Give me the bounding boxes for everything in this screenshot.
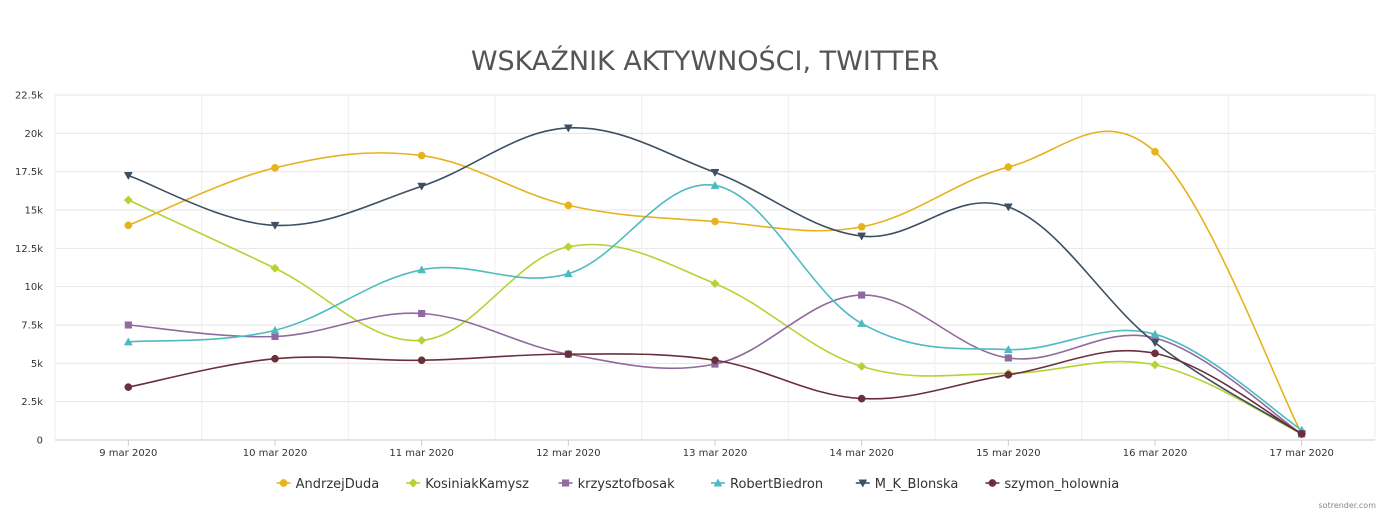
data-point[interactable]	[1150, 339, 1160, 348]
data-point[interactable]	[1004, 354, 1012, 362]
data-point[interactable]	[563, 124, 573, 133]
data-point[interactable]	[710, 168, 720, 177]
legend-item-RobertBiedron[interactable]: RobertBiedron	[711, 477, 823, 492]
data-point[interactable]	[123, 337, 133, 346]
data-point[interactable]	[1150, 360, 1160, 370]
series-RobertBiedron	[123, 180, 1307, 434]
y-tick-label: 0	[37, 436, 43, 447]
legend-item-szymon_holownia[interactable]: szymon_holownia	[985, 477, 1119, 492]
data-point[interactable]	[417, 182, 427, 191]
data-point[interactable]	[270, 325, 280, 334]
y-tick-label: 22.5k	[15, 91, 43, 102]
y-tick-label: 5k	[31, 359, 43, 370]
data-point[interactable]	[564, 201, 573, 210]
data-point[interactable]	[271, 163, 279, 172]
data-point[interactable]	[417, 335, 427, 345]
legend-label: RobertBiedron	[730, 477, 823, 492]
y-tick-label: 12.5k	[15, 244, 43, 255]
data-point[interactable]	[270, 263, 280, 273]
data-point[interactable]	[124, 383, 133, 391]
legend[interactable]: AndrzejDuda KosiniakKamysz krzysztofbosak R…	[276, 477, 1120, 492]
legend-marker[interactable]	[858, 479, 868, 488]
grid	[54, 94, 1376, 441]
legend-label: KosiniakKamysz	[425, 477, 529, 492]
data-point[interactable]	[858, 291, 866, 299]
data-point[interactable]	[711, 217, 719, 226]
data-point[interactable]	[710, 279, 720, 289]
series-line	[128, 294, 1303, 435]
x-tick-label: 17 mar 2020	[1269, 448, 1334, 459]
data-point[interactable]	[123, 195, 133, 205]
legend-label: AndrzejDuda	[296, 477, 380, 492]
x-tick-label: 15 mar 2020	[976, 448, 1041, 459]
data-point[interactable]	[1297, 430, 1306, 438]
x-tick-label: 10 mar 2020	[243, 448, 308, 459]
data-point[interactable]	[857, 394, 866, 403]
data-point[interactable]	[1004, 163, 1013, 171]
legend-label: krzysztofbosak	[578, 477, 676, 492]
data-point[interactable]	[417, 356, 426, 365]
data-point[interactable]	[124, 321, 132, 329]
x-tick-label: 14 mar 2020	[829, 448, 894, 459]
data-point[interactable]	[711, 356, 719, 365]
data-point[interactable]	[417, 265, 427, 274]
series-line	[128, 127, 1303, 435]
data-point[interactable]	[564, 350, 573, 358]
data-point[interactable]	[857, 318, 867, 327]
legend-label: M_K_Blonska	[875, 477, 959, 492]
legend-label: szymon_holownia	[1004, 477, 1119, 492]
chart-title: WSKAŹNIK AKTYWNOŚCI, TWITTER	[471, 45, 939, 77]
data-point[interactable]	[124, 221, 133, 230]
legend-item-krzysztofbosak[interactable]: krzysztofbosak	[558, 477, 676, 492]
data-point[interactable]	[1003, 203, 1013, 212]
legend-marker[interactable]	[562, 479, 570, 487]
x-tick-label: 12 mar 2020	[536, 448, 601, 459]
legend-marker[interactable]	[279, 479, 288, 487]
data-point[interactable]	[417, 151, 426, 160]
series-layer	[123, 124, 1307, 439]
x-tick-label: 11 mar 2020	[389, 448, 454, 459]
legend-item-M_K_Blonska[interactable]: M_K_Blonska	[855, 477, 959, 492]
data-point[interactable]	[857, 223, 866, 231]
data-point[interactable]	[271, 354, 279, 363]
data-point[interactable]	[710, 180, 720, 189]
data-point[interactable]	[563, 242, 573, 252]
data-point[interactable]	[1004, 370, 1013, 379]
y-tick-label: 20k	[24, 129, 43, 140]
y-tick-label: 7.5k	[21, 321, 43, 332]
series-szymon_holownia	[124, 349, 1306, 438]
x-tick-label: 13 mar 2020	[683, 448, 748, 459]
series-krzysztofbosak	[124, 291, 1306, 438]
legend-marker[interactable]	[988, 479, 997, 487]
data-point[interactable]	[857, 361, 867, 371]
x-tick-label: 16 mar 2020	[1123, 448, 1188, 459]
x-tick-label: 9 mar 2020	[99, 448, 157, 459]
credit-label: sotrender.com	[1319, 501, 1377, 510]
series-AndrzejDuda	[124, 130, 1306, 438]
y-tick-label: 10k	[24, 282, 43, 293]
legend-item-KosiniakKamysz[interactable]: KosiniakKamysz	[406, 477, 529, 492]
data-point[interactable]	[1003, 345, 1013, 353]
data-point[interactable]	[857, 232, 867, 241]
data-point[interactable]	[1150, 329, 1160, 338]
y-tick-label: 17.5k	[15, 167, 43, 178]
data-point[interactable]	[270, 221, 280, 230]
legend-marker[interactable]	[408, 478, 418, 488]
legend-marker[interactable]	[713, 478, 723, 487]
data-point[interactable]	[123, 172, 133, 181]
y-tick-label: 2.5k	[21, 397, 43, 408]
data-point[interactable]	[563, 269, 573, 278]
legend-item-AndrzejDuda[interactable]: AndrzejDuda	[276, 477, 380, 492]
data-point[interactable]	[1151, 349, 1159, 358]
data-point[interactable]	[1151, 147, 1159, 156]
data-point[interactable]	[418, 309, 426, 318]
axes: 0 2.5k 5k 7.5k 10k 12.5k 15k 17.5k 20k 22.5k 9 mar…	[15, 91, 1375, 459]
data-point[interactable]	[271, 332, 279, 341]
y-tick-label: 15k	[24, 206, 43, 217]
